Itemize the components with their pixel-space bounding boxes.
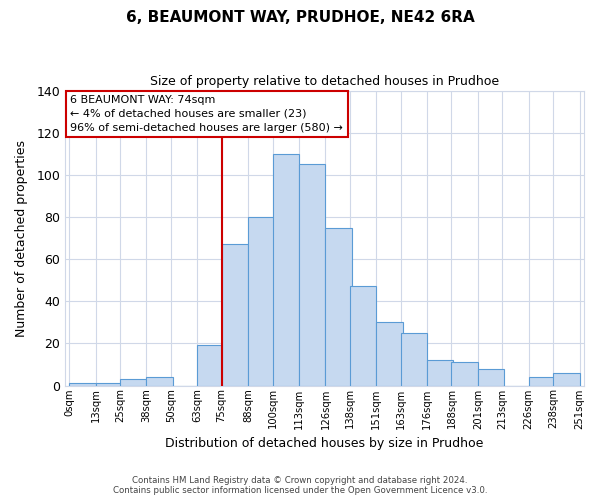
Bar <box>478 368 505 386</box>
Text: 6, BEAUMONT WAY, PRUDHOE, NE42 6RA: 6, BEAUMONT WAY, PRUDHOE, NE42 6RA <box>125 10 475 25</box>
Text: 6 BEAUMONT WAY: 74sqm
← 4% of detached houses are smaller (23)
96% of semi-detac: 6 BEAUMONT WAY: 74sqm ← 4% of detached h… <box>70 95 343 133</box>
Bar <box>146 377 173 386</box>
Bar <box>401 333 427 386</box>
Bar <box>221 244 248 386</box>
Bar <box>325 228 352 386</box>
Bar <box>197 346 224 386</box>
Bar <box>120 379 146 386</box>
Bar <box>427 360 454 386</box>
Bar <box>529 377 555 386</box>
Bar <box>451 362 478 386</box>
Title: Size of property relative to detached houses in Prudhoe: Size of property relative to detached ho… <box>150 75 499 88</box>
X-axis label: Distribution of detached houses by size in Prudhoe: Distribution of detached houses by size … <box>165 437 484 450</box>
Bar <box>248 217 275 386</box>
Bar <box>553 373 580 386</box>
Text: Contains HM Land Registry data © Crown copyright and database right 2024.
Contai: Contains HM Land Registry data © Crown c… <box>113 476 487 495</box>
Bar <box>272 154 299 386</box>
Bar <box>350 286 376 386</box>
Bar <box>299 164 325 386</box>
Bar <box>95 384 122 386</box>
Bar <box>376 322 403 386</box>
Y-axis label: Number of detached properties: Number of detached properties <box>15 140 28 336</box>
Bar <box>69 384 95 386</box>
